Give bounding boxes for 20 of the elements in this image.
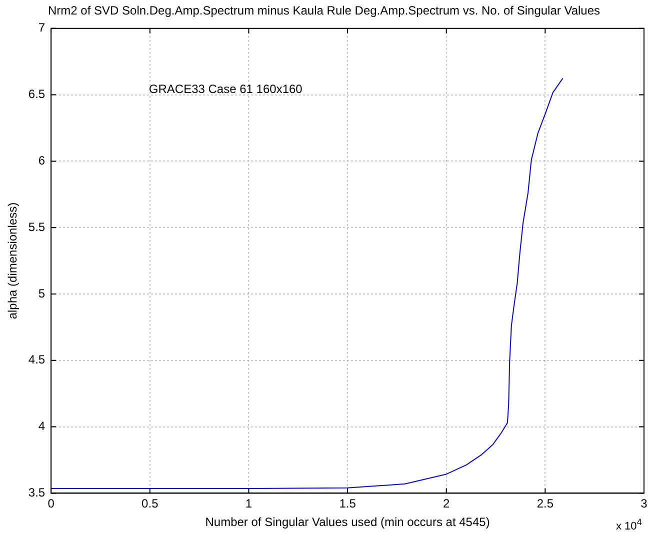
y-tick-label: 6 — [38, 154, 46, 168]
y-tick-label: 6.5 — [28, 87, 46, 102]
x-tick-label: 1 — [245, 496, 252, 511]
y-tick-label: 5 — [38, 286, 46, 300]
y-axis-title: alpha (dimensionless) — [6, 202, 20, 320]
chart-title: Nrm2 of SVD Soln.Deg.Amp.Spectrum minus Kaula Rule Deg.Amp.Spectrum vs. No. of Singular Values — [48, 4, 600, 18]
x-axis-title: Number of Singular Values used (min occurs at 4545) — [205, 515, 490, 530]
text: x 10$^{4}$ — [616, 517, 642, 533]
y-tick-label: 3.5 — [28, 486, 46, 500]
x-tick-label: 3 — [640, 496, 648, 511]
y-tick-label: 4.5 — [28, 352, 46, 367]
x-tick-label: 0.5 — [142, 496, 159, 511]
y-tick-label: 7 — [38, 20, 46, 35]
x-tick-label: 2 — [443, 496, 450, 511]
y-tick-label: 5.5 — [28, 220, 46, 234]
x-tick-label: 0 — [48, 496, 55, 511]
annotation: GRACE33 Case 61 160x160 — [148, 82, 303, 96]
y-tick-label: 4 — [38, 419, 46, 434]
x-tick-label: 1.5 — [339, 496, 356, 511]
x-tick-label: 2.5 — [536, 496, 554, 511]
